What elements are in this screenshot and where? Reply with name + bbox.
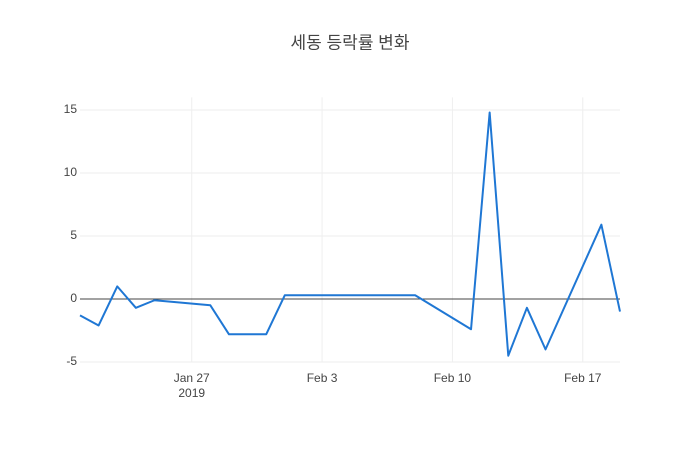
line-series bbox=[79, 111, 621, 357]
y-tick-label: 5 bbox=[70, 228, 77, 242]
y-tick-label: 10 bbox=[64, 165, 78, 179]
y-tick-label: 15 bbox=[64, 102, 78, 116]
x-tick-year: 2019 bbox=[178, 386, 205, 400]
chart-title: 세동 등락률 변화 bbox=[291, 33, 410, 52]
x-tick-label: Feb 17 bbox=[564, 371, 602, 385]
x-tick-label: Jan 27 bbox=[174, 371, 210, 385]
y-tick-label: -5 bbox=[66, 354, 77, 368]
x-tick-label: Feb 10 bbox=[434, 371, 472, 385]
y-tick-label: 0 bbox=[70, 291, 77, 305]
x-tick-label: Feb 3 bbox=[307, 371, 338, 385]
